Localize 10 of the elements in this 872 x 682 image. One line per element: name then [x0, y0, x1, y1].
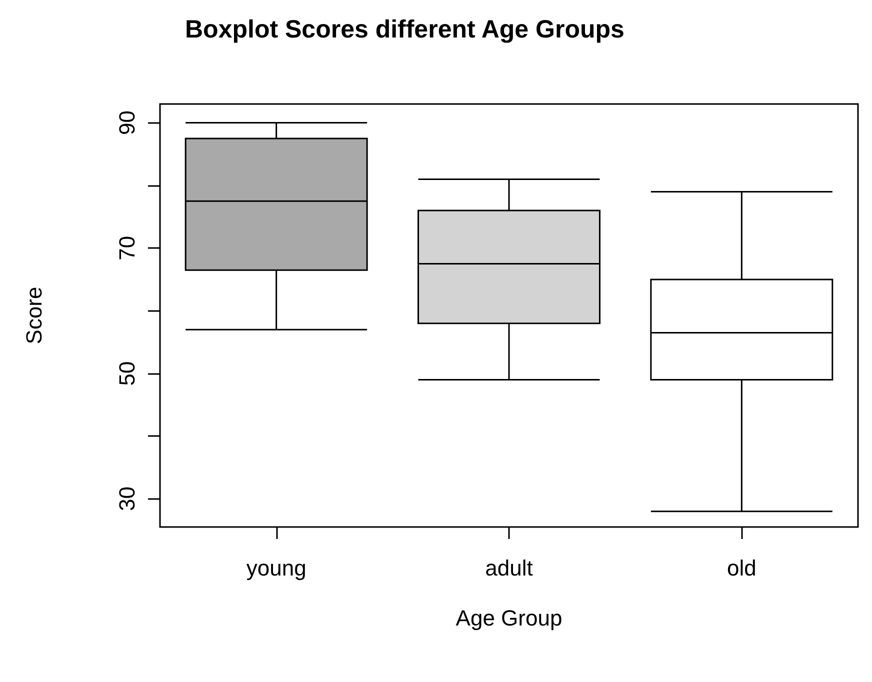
x-tick-label: old: [726, 556, 756, 580]
y-tick-label: 70: [114, 236, 140, 260]
y-tick-label: 50: [114, 361, 140, 386]
chart-title: Boxplot Scores different Age Groups: [185, 16, 624, 44]
x-tick-label: young: [246, 556, 306, 580]
y-tick-label: 30: [114, 486, 140, 512]
x-axis-title: Age Group: [456, 606, 562, 630]
x-tick-label: adult: [485, 556, 533, 580]
y-axis-title: Score: [22, 286, 46, 344]
y-tick-label: 90: [114, 110, 140, 136]
